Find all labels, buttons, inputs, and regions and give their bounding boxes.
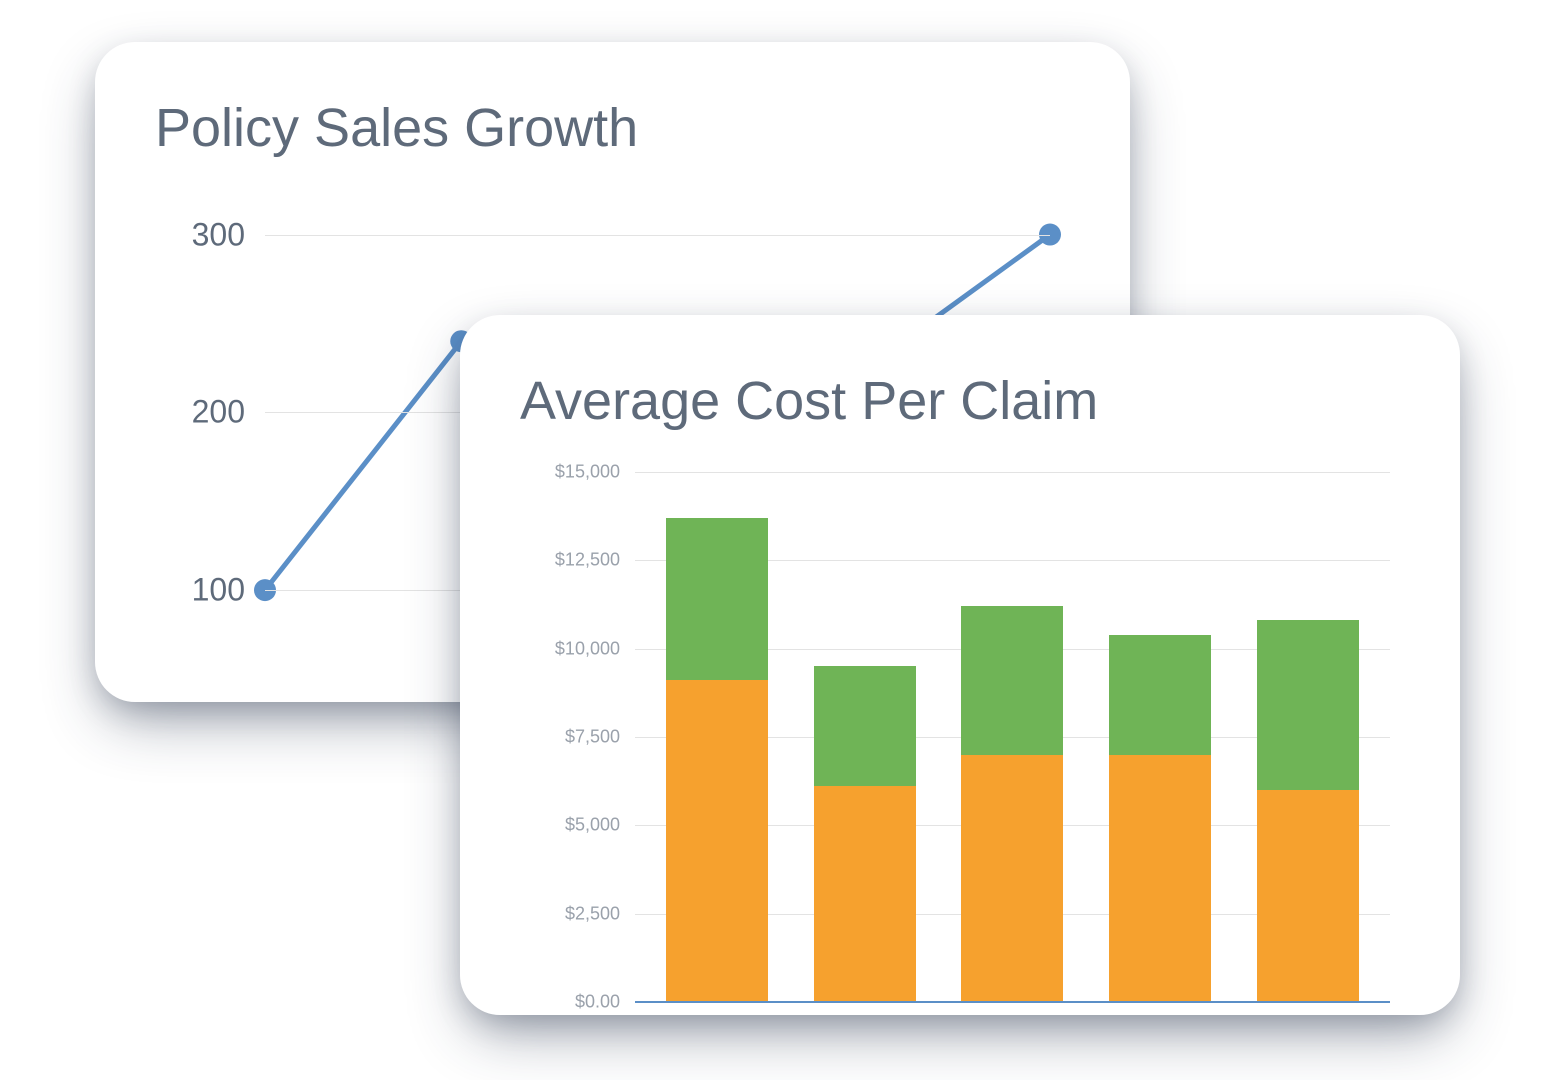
- avg-cost-title: Average Cost Per Claim: [520, 370, 1400, 432]
- line-chart-y-labels: 100 200 300: [155, 199, 245, 679]
- bar-chart-y-labels: $0.00$2,500$5,000$7,500$10,000$12,500$15…: [520, 472, 620, 1002]
- bar-group: [1257, 472, 1359, 1002]
- line-y-tick: 200: [192, 394, 245, 431]
- bar-y-tick: $2,500: [565, 903, 620, 924]
- bar-group: [1109, 472, 1211, 1002]
- bar-y-tick: $10,000: [555, 638, 620, 659]
- bar-segment-bottom: [961, 755, 1063, 1002]
- line-y-tick: 100: [192, 572, 245, 609]
- bar-chart-plot: [635, 472, 1390, 1002]
- avg-cost-card: Average Cost Per Claim $0.00 $2,500 $5,000…: [460, 315, 1460, 1015]
- bar-chart-bars: [635, 472, 1390, 1002]
- bar-segment-bottom: [1109, 755, 1211, 1002]
- policy-sales-title: Policy Sales Growth: [155, 97, 1070, 159]
- avg-cost-chart: $0.00$2,500$5,000$7,500$10,000$12,500$15…: [520, 472, 1400, 1002]
- bar-segment-top: [814, 666, 916, 786]
- bar-group: [814, 472, 916, 1002]
- bar-segment-top: [961, 606, 1063, 754]
- bar-segment-bottom: [1257, 790, 1359, 1002]
- line-y-tick: 300: [192, 216, 245, 253]
- bar-segment-bottom: [814, 786, 916, 1002]
- bar-group: [961, 472, 1063, 1002]
- bar-segment-bottom: [666, 680, 768, 1002]
- bar-segment-top: [1257, 620, 1359, 790]
- line-gridline: [265, 235, 1050, 236]
- bar-y-tick: $0.00: [575, 992, 620, 1013]
- bar-y-tick: $7,500: [565, 727, 620, 748]
- bar-y-tick: $5,000: [565, 815, 620, 836]
- bar-y-tick: $12,500: [555, 550, 620, 571]
- bar-segment-top: [1109, 635, 1211, 755]
- bar-group: [666, 472, 768, 1002]
- bar-chart-baseline: [635, 1001, 1390, 1003]
- bar-segment-top: [666, 518, 768, 681]
- bar-y-tick: $15,000: [555, 462, 620, 483]
